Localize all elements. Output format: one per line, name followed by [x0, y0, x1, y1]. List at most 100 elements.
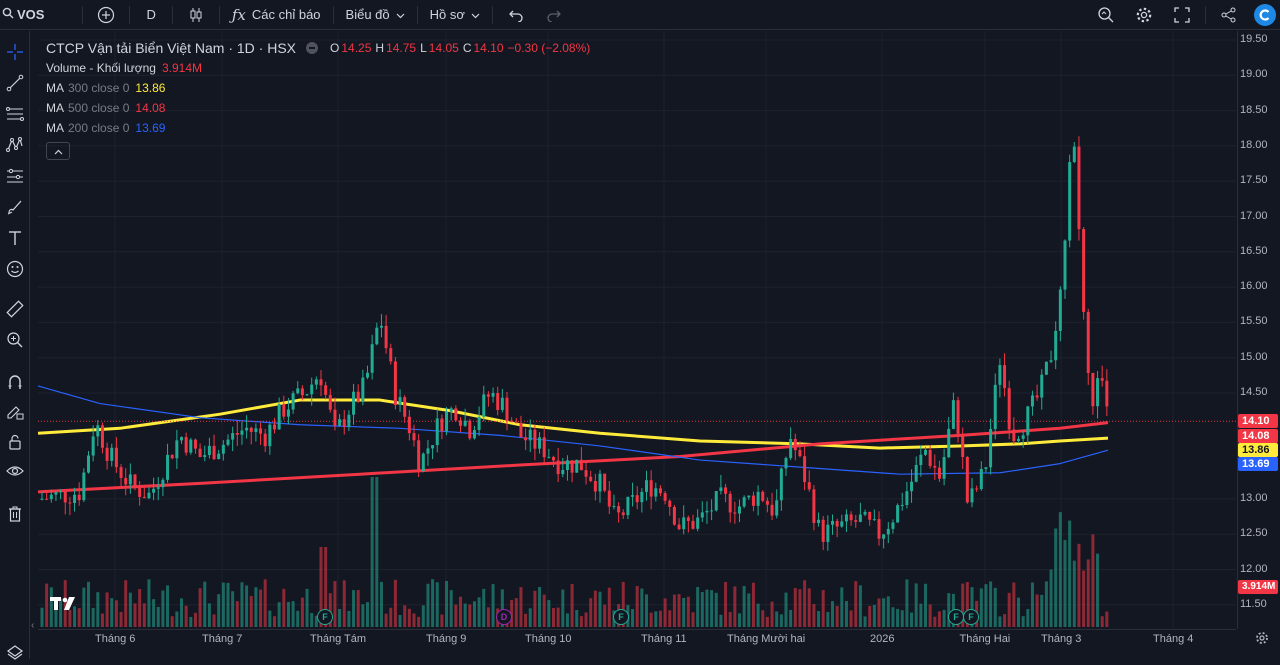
- gear-icon: [1255, 632, 1269, 648]
- chart-style-button[interactable]: [177, 0, 215, 30]
- volume-bar: [40, 607, 44, 627]
- profile-dropdown[interactable]: Hồ sơ: [422, 0, 488, 30]
- candle-body: [524, 437, 528, 441]
- volume-bar: [686, 596, 690, 627]
- volume-bar: [1017, 597, 1020, 627]
- undo-button[interactable]: [497, 0, 535, 30]
- candle-body: [496, 393, 500, 410]
- hide-drawings-tool[interactable]: [3, 460, 27, 484]
- volume-bar: [393, 579, 397, 627]
- volume-legend-value: 3.914M: [161, 61, 202, 75]
- volume-bar: [128, 592, 132, 627]
- indicators-button[interactable]: ƒx Các chỉ báo: [224, 0, 329, 30]
- price-label: 14.50: [1240, 386, 1268, 398]
- magnet-tool[interactable]: [3, 371, 27, 395]
- candle-body: [449, 408, 453, 412]
- lock-drawings-tool[interactable]: [3, 431, 27, 455]
- event-marker[interactable]: D: [496, 609, 512, 625]
- scroll-left-handle[interactable]: ‹: [31, 620, 35, 631]
- text-tool[interactable]: [3, 227, 27, 251]
- volume-bar: [826, 611, 830, 627]
- volume-bar: [891, 607, 895, 627]
- volume-bar: [933, 616, 937, 627]
- candle-body: [849, 514, 853, 521]
- fullscreen-button[interactable]: [1163, 0, 1201, 30]
- volume-bar: [156, 606, 160, 627]
- collapse-legend-button[interactable]: [46, 142, 70, 160]
- candle-body: [440, 418, 444, 432]
- volume-bar: [765, 616, 769, 627]
- candle-body: [310, 384, 314, 395]
- price-axis[interactable]: [1237, 31, 1280, 629]
- share-button[interactable]: [1210, 0, 1248, 30]
- volume-bar: [1007, 592, 1011, 627]
- volume-bar: [417, 616, 421, 627]
- compare-button[interactable]: [87, 0, 125, 30]
- brand-logo-button[interactable]: [1248, 0, 1280, 30]
- brush-tool[interactable]: [3, 196, 27, 220]
- crosshair-tool[interactable]: [3, 41, 27, 65]
- measure-tool[interactable]: [3, 298, 27, 322]
- tradingview-logo[interactable]: [48, 593, 78, 613]
- redo-button[interactable]: [535, 0, 573, 30]
- candle-body: [1086, 311, 1090, 373]
- interval-button[interactable]: D: [146, 7, 156, 22]
- volume-bar: [738, 613, 741, 627]
- event-marker[interactable]: F: [317, 609, 333, 625]
- volume-bar: [519, 587, 523, 627]
- symbol-legend-row[interactable]: CTCP Vận tải Biển Việt Nam · 1D · HSX O …: [46, 38, 590, 58]
- candle-body: [854, 520, 858, 522]
- event-marker[interactable]: F: [613, 609, 629, 625]
- zoom-tool[interactable]: [3, 329, 27, 353]
- candle-body: [1040, 374, 1044, 398]
- candle-body: [910, 481, 914, 492]
- candle-body: [789, 438, 793, 459]
- ma500-legend-row[interactable]: MA 500 close 0 14.08: [46, 98, 590, 118]
- candle-body: [431, 445, 435, 449]
- lock-drawing-mode-tool[interactable]: [3, 400, 27, 424]
- fib-tool[interactable]: [3, 103, 27, 127]
- ma200-legend-row[interactable]: MA 200 close 0 13.69: [46, 118, 590, 138]
- volume-bar: [868, 605, 872, 627]
- volume-bar: [705, 589, 709, 627]
- candle-body: [203, 455, 207, 458]
- volume-bar: [435, 582, 439, 627]
- candle-body: [105, 447, 109, 461]
- moving-averages: [37, 385, 1236, 494]
- time-axis[interactable]: [38, 629, 1236, 650]
- candle-body: [166, 454, 170, 480]
- function-icon: ƒx: [231, 5, 246, 24]
- hide-symbol-icon[interactable]: [306, 42, 319, 54]
- candle-body: [291, 393, 295, 410]
- volume-bar: [538, 586, 542, 627]
- symbol-search[interactable]: VOS: [0, 0, 52, 30]
- candle-body: [459, 420, 462, 426]
- price-label: 18.00: [1240, 138, 1268, 151]
- chart-settings-button[interactable]: [1255, 631, 1271, 647]
- event-marker[interactable]: F: [948, 609, 964, 625]
- volume-bar: [296, 610, 300, 627]
- volume-bar: [500, 589, 504, 627]
- candle-body: [1072, 146, 1076, 163]
- candle-body: [672, 506, 676, 525]
- candle-body: [575, 459, 579, 473]
- ma300-legend-row[interactable]: MA 300 close 0 13.86: [46, 78, 590, 98]
- candle-body: [598, 473, 602, 492]
- candle-body: [747, 495, 751, 498]
- remove-drawings-tool[interactable]: [3, 503, 27, 527]
- chart-type-dropdown[interactable]: Biểu đồ: [338, 0, 413, 30]
- pattern-tool[interactable]: [3, 134, 27, 158]
- volume-legend-row[interactable]: Volume - Khối lượng 3.914M: [46, 58, 590, 78]
- quick-search-button[interactable]: [1087, 0, 1125, 30]
- event-marker[interactable]: F: [963, 609, 979, 625]
- volume-bar: [589, 598, 593, 627]
- candle-body: [924, 449, 927, 455]
- emoji-tool[interactable]: [3, 258, 27, 282]
- forecast-tool[interactable]: [3, 165, 27, 189]
- chevron-down-icon: [396, 7, 405, 22]
- trendline-tool[interactable]: [3, 72, 27, 96]
- volume-bar: [286, 601, 290, 627]
- settings-button[interactable]: [1125, 0, 1163, 30]
- candle-body: [342, 419, 346, 427]
